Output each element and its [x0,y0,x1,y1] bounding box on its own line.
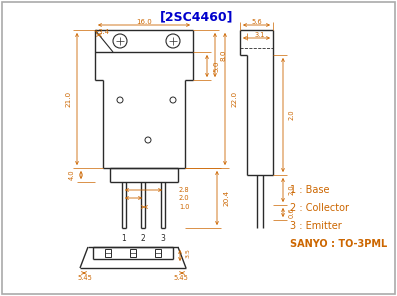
Text: 2.8: 2.8 [179,187,190,193]
Text: 3: 3 [160,234,166,243]
Text: 5.45: 5.45 [173,275,189,281]
Text: 21.0: 21.0 [65,91,71,107]
Text: 22.0: 22.0 [231,91,237,107]
Text: 2.0: 2.0 [289,185,295,195]
Text: 2 : Collector: 2 : Collector [290,203,349,213]
Text: 4.0: 4.0 [69,170,75,180]
Text: 8.0: 8.0 [221,49,227,61]
Text: +3.4: +3.4 [93,29,109,35]
Text: 5.0: 5.0 [213,60,219,72]
Text: 16.0: 16.0 [136,19,152,25]
Text: 5.45: 5.45 [77,275,93,281]
Text: SANYO : TO-3PML: SANYO : TO-3PML [290,239,387,249]
Text: 5.6: 5.6 [251,19,262,25]
Text: 2.0: 2.0 [289,110,295,120]
Text: [2SC4460]: [2SC4460] [160,10,234,23]
Text: 1 : Base: 1 : Base [290,185,330,195]
Text: 0.6: 0.6 [289,207,295,218]
Bar [105,249,111,257]
Text: 3.5: 3.5 [186,248,191,258]
Text: 1: 1 [121,234,126,243]
Text: 20.4: 20.4 [223,190,229,206]
Text: 3.1: 3.1 [254,32,265,38]
Text: 1.0: 1.0 [179,204,189,210]
Bar [155,249,161,257]
Bar [130,249,136,257]
Text: 2.0: 2.0 [179,195,190,201]
Text: 2: 2 [141,234,145,243]
Text: 3 : Emitter: 3 : Emitter [290,221,342,231]
